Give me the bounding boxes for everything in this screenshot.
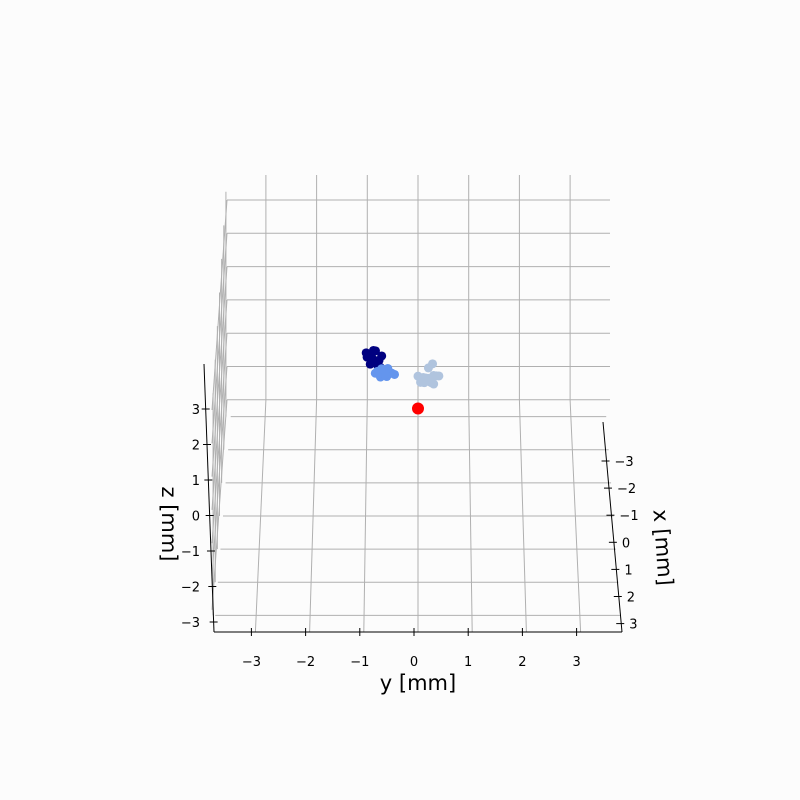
z-tick-label: 2	[192, 439, 200, 454]
x-axis-ticks: −3 −2 −1 0 1 2 3	[601, 455, 639, 633]
series-1-point	[390, 369, 400, 379]
series-0-point	[377, 351, 387, 361]
y-tick-label: −1	[350, 655, 369, 670]
z-tick-label: −3	[181, 616, 200, 631]
x-tick-label: −3	[615, 455, 634, 470]
z-tick-label: 1	[192, 474, 200, 489]
series-2-point	[428, 359, 438, 369]
data-points	[361, 345, 444, 415]
y-tick-label: −2	[296, 655, 315, 670]
side-wall-grid	[211, 191, 228, 616]
z-tick-label: 3	[192, 403, 200, 418]
series-2-point	[429, 379, 439, 389]
x-tick-label: −1	[619, 509, 638, 524]
z-tick-label: −2	[181, 581, 200, 596]
x-tick-label: −2	[617, 482, 636, 497]
back-wall-grid	[227, 175, 610, 401]
series-0-point	[368, 345, 378, 355]
series-2-point	[434, 371, 444, 381]
y-tick-label: 2	[518, 655, 526, 670]
y-axis-label: y [mm]	[380, 671, 456, 695]
axes	[203, 363, 623, 633]
x-tick-label: 0	[622, 536, 630, 551]
y-tick-label: 3	[572, 655, 580, 670]
series-1-point	[377, 364, 387, 374]
x-axis-label: x [mm]	[648, 509, 677, 587]
x-tick-label: 3	[629, 618, 637, 633]
floor-grid	[215, 399, 621, 633]
series-0-point	[365, 359, 375, 369]
z-tick-label: −1	[181, 545, 200, 560]
x-axis-line	[602, 421, 623, 633]
y-tick-label: −3	[242, 655, 261, 670]
z-axis-label: z [mm]	[157, 487, 181, 562]
series-2-point	[419, 378, 429, 388]
y-axis-ticks: −3 −2 −1 0 1 2 3	[242, 628, 581, 670]
z-axis-ticks: −3 −2 −1 0 1 2 3	[181, 403, 218, 631]
series-3-point	[412, 402, 424, 415]
x-tick-label: 1	[624, 563, 632, 578]
x-tick-label: 2	[627, 591, 635, 606]
y-tick-label: 1	[464, 655, 472, 670]
y-tick-label: 0	[410, 655, 418, 670]
z-tick-label: 0	[192, 510, 200, 525]
